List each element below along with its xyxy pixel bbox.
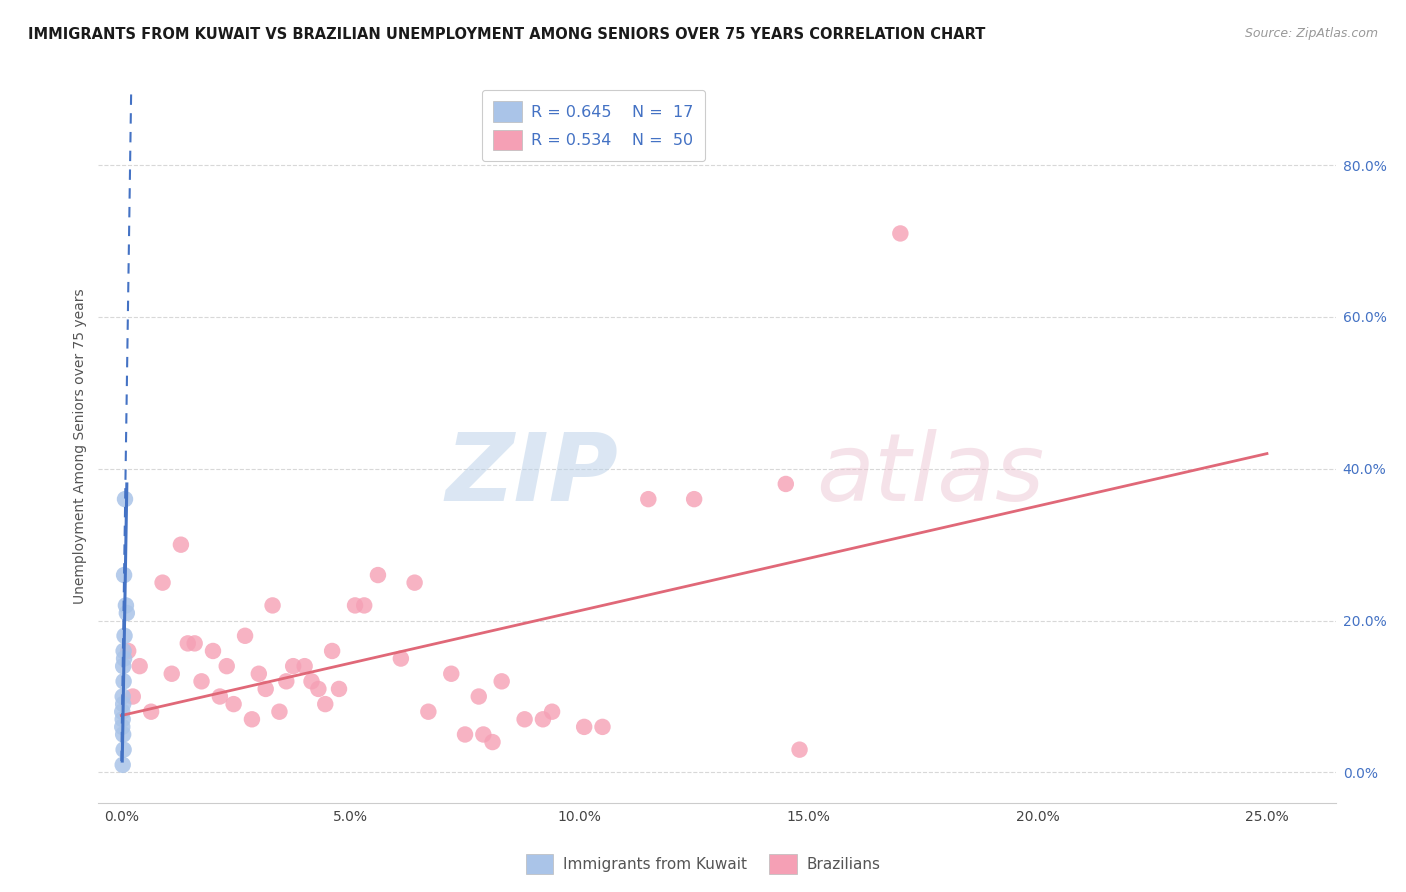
Point [190,674,212,689]
Point [128,659,150,673]
Point [215,659,238,673]
Point [112,568,135,582]
Point [367,568,389,582]
Point [183,636,205,650]
Point [307,681,329,696]
Point [254,681,277,696]
Point [240,712,263,726]
Point [283,659,305,673]
Point [531,712,554,726]
Point [177,636,200,650]
Point [160,666,183,681]
Legend: R = 0.645    N =  17, R = 0.534    N =  50: R = 0.645 N = 17, R = 0.534 N = 50 [482,90,704,161]
Point [112,659,135,673]
Point [418,705,440,719]
Text: atlas: atlas [815,429,1045,520]
Point [111,705,134,719]
Point [262,599,284,613]
Point [269,705,291,719]
Point [247,666,270,681]
Point [301,674,323,689]
Y-axis label: Unemployment Among Seniors over 75 years: Unemployment Among Seniors over 75 years [73,288,87,604]
Point [208,690,231,704]
Point [112,727,135,741]
Point [491,674,513,689]
Point [454,727,477,741]
Text: ZIP: ZIP [446,428,619,521]
Point [321,644,343,658]
Point [117,644,139,658]
Point [115,606,138,620]
Point [111,720,134,734]
Point [404,575,426,590]
Point [889,227,911,241]
Point [112,644,135,658]
Point [683,492,706,507]
Point [789,742,811,756]
Point [572,720,595,734]
Point [114,492,136,507]
Point [314,697,336,711]
Point [111,690,134,704]
Point [328,681,350,696]
Point [344,599,367,613]
Point [201,644,224,658]
Point [139,705,162,719]
Legend: Immigrants from Kuwait, Brazilians: Immigrants from Kuwait, Brazilians [520,848,886,880]
Point [112,742,135,756]
Point [276,674,298,689]
Point [111,757,134,772]
Point [294,659,316,673]
Point [170,538,193,552]
Point [353,599,375,613]
Point [440,666,463,681]
Point [152,575,174,590]
Point [114,629,136,643]
Point [541,705,564,719]
Point [112,674,135,689]
Point [112,651,135,665]
Point [111,712,134,726]
Point [468,690,491,704]
Point [472,727,495,741]
Point [233,629,256,643]
Point [513,712,536,726]
Point [115,599,138,613]
Text: IMMIGRANTS FROM KUWAIT VS BRAZILIAN UNEMPLOYMENT AMONG SENIORS OVER 75 YEARS COR: IMMIGRANTS FROM KUWAIT VS BRAZILIAN UNEM… [28,27,986,42]
Point [775,477,797,491]
Point [121,690,143,704]
Point [222,697,245,711]
Point [637,492,659,507]
Point [389,651,412,665]
Point [592,720,614,734]
Point [481,735,503,749]
Point [112,697,135,711]
Text: Source: ZipAtlas.com: Source: ZipAtlas.com [1244,27,1378,40]
